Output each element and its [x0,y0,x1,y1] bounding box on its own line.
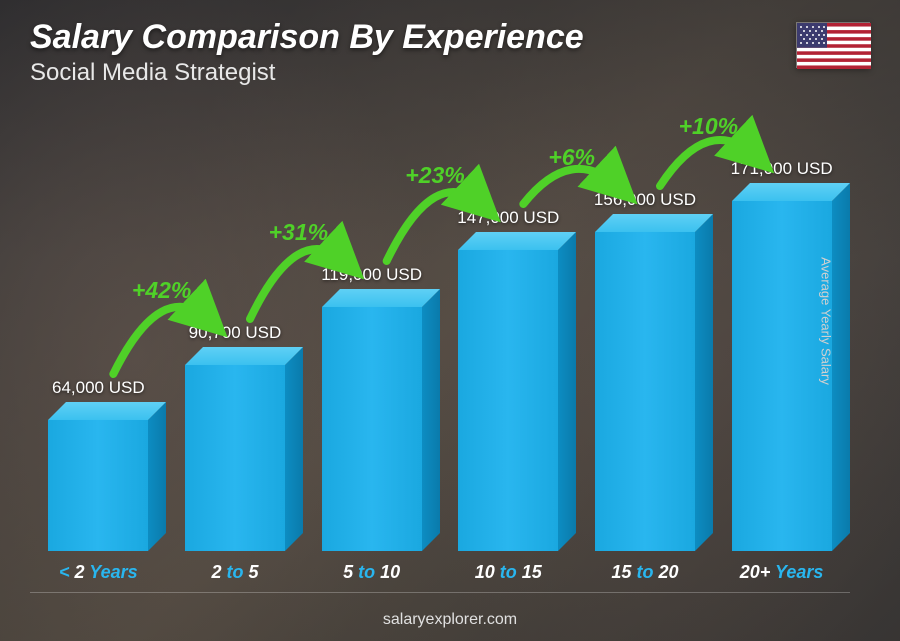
bar-side [558,232,576,551]
bar-top [595,214,713,232]
bar-group: 90,700 USD [175,365,295,551]
bar-value-label: 119,000 USD [321,265,422,285]
bar-side [148,402,166,551]
bar-top [732,183,850,201]
bar-front [732,201,832,551]
bar-value-label: 171,000 USD [731,159,833,179]
x-axis-category: 15 to 20 [585,562,705,583]
footer-attribution: salaryexplorer.com [0,611,900,629]
x-axis-category: 20+ Years [722,562,842,583]
chart-area: 64,000 USD90,700 USD119,000 USD147,000 U… [30,110,850,591]
bar-value-label: 90,700 USD [189,323,282,343]
bar-group: 119,000 USD [312,307,432,551]
bars-container: 64,000 USD90,700 USD119,000 USD147,000 U… [30,131,850,551]
bar-side [285,347,303,551]
x-axis-labels: < 2 Years 2 to 5 5 to 10 10 to 15 15 to 20 20… [30,562,850,583]
header: Salary Comparison By Experience Social M… [30,18,870,87]
bar-top [458,232,576,250]
x-axis-category: < 2 Years [38,562,158,583]
bar-side [832,183,850,551]
bar-group: 156,000 USD [585,232,705,551]
bar-front [595,232,695,551]
bar-front [48,420,148,551]
x-axis-category: 5 to 10 [312,562,432,583]
bar-side [422,289,440,551]
bar-value-label: 156,000 USD [594,190,696,210]
divider-line [30,592,850,593]
bar-top [48,402,166,420]
bar-side [695,214,713,551]
bar-group: 147,000 USD [448,250,568,551]
x-axis-category: 10 to 15 [448,562,568,583]
country-flag-us [796,22,870,68]
page-subtitle: Social Media Strategist [30,59,870,87]
bar-front [185,365,285,551]
bar-value-label: 64,000 USD [52,378,145,398]
y-axis-label: Average Yearly Salary [819,257,834,385]
bar-value-label: 147,000 USD [457,208,559,228]
page-title: Salary Comparison By Experience [30,18,870,57]
bar-top [322,289,440,307]
x-axis-category: 2 to 5 [175,562,295,583]
bar-group: 64,000 USD [38,420,158,551]
bar-top [185,347,303,365]
bar-front [458,250,558,551]
bar-front [322,307,422,551]
